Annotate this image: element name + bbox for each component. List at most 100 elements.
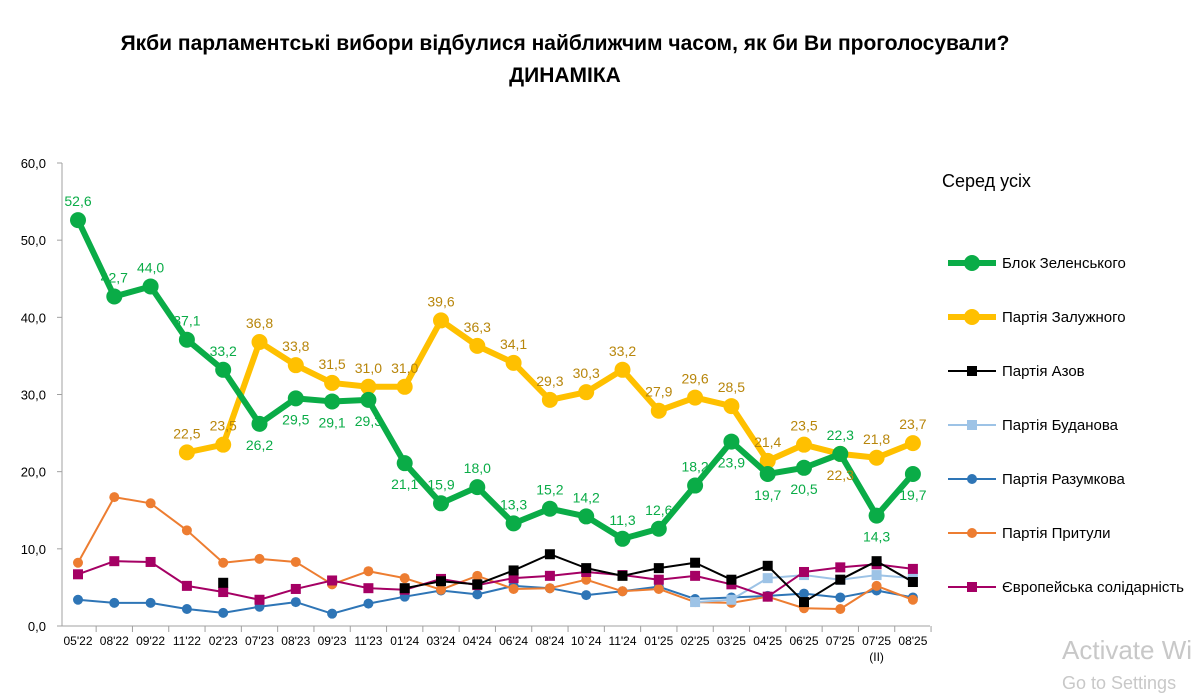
data-label: 22,5 xyxy=(173,425,200,441)
y-tick-label: 60,0 xyxy=(21,156,46,171)
data-label: 33,2 xyxy=(210,343,237,359)
data-point xyxy=(399,573,410,584)
data-point xyxy=(653,574,664,585)
legend-swatch-icon xyxy=(948,255,996,271)
chart-title: Якби парламентські вибори відбулися найб… xyxy=(120,32,1010,55)
data-label: 22,3 xyxy=(827,467,854,483)
legend-label: Партія Притули xyxy=(1002,524,1111,542)
data-label: 18,0 xyxy=(464,460,491,476)
x-tick-label: 11'24 xyxy=(608,634,636,648)
x-tick-label: 11'22 xyxy=(173,634,201,648)
x-tick-sublabel: (ІІ) xyxy=(869,650,884,664)
data-point xyxy=(508,573,519,584)
legend-label: Партія Буданова xyxy=(1002,416,1119,434)
x-tick-label: 08'23 xyxy=(281,634,310,648)
data-point xyxy=(360,391,377,408)
x-tick-label: 02'23 xyxy=(209,634,238,648)
data-point xyxy=(109,556,120,567)
data-point xyxy=(544,583,555,594)
data-point xyxy=(835,574,846,585)
legend-swatch-icon xyxy=(948,420,996,430)
x-tick-label: 06'24 xyxy=(499,634,528,648)
data-point xyxy=(218,577,229,588)
data-point xyxy=(396,378,413,395)
data-point xyxy=(218,587,229,598)
data-point xyxy=(181,604,192,615)
data-point xyxy=(762,560,773,571)
data-label: 30,3 xyxy=(573,365,600,381)
data-label: 15,2 xyxy=(536,482,563,498)
data-point xyxy=(290,556,301,567)
legend-item: Блок Зеленського xyxy=(948,253,1126,273)
x-tick-label: 01'25 xyxy=(644,634,673,648)
data-point xyxy=(617,570,628,581)
data-point xyxy=(254,553,265,564)
data-point xyxy=(904,465,921,482)
data-point xyxy=(363,566,374,577)
data-point xyxy=(871,556,882,567)
data-label: 13,3 xyxy=(500,496,527,512)
data-point xyxy=(581,574,592,585)
data-point xyxy=(178,444,195,461)
data-point xyxy=(73,594,83,605)
data-point xyxy=(907,563,918,574)
data-point xyxy=(363,583,374,594)
data-point xyxy=(799,566,809,577)
data-point xyxy=(399,583,410,594)
data-label: 33,8 xyxy=(282,338,309,354)
data-point xyxy=(508,565,519,576)
data-label: 23,9 xyxy=(718,455,745,471)
legend-label: Блок Зеленського xyxy=(1002,254,1126,272)
data-point xyxy=(106,288,123,305)
data-label: 15,9 xyxy=(427,476,454,492)
x-tick-label: 05'22 xyxy=(64,634,93,648)
data-label: 29,6 xyxy=(681,371,708,387)
series-line-0 xyxy=(75,218,916,542)
y-tick-label: 30,0 xyxy=(21,388,46,403)
data-point xyxy=(726,594,737,605)
data-label: 23,7 xyxy=(899,416,926,432)
data-point xyxy=(433,495,449,512)
data-point xyxy=(472,570,483,581)
x-tick-label: 06'25 xyxy=(790,634,819,648)
data-point xyxy=(142,278,159,295)
data-label: 26,2 xyxy=(246,437,273,453)
data-point xyxy=(178,331,195,348)
data-point xyxy=(145,556,156,567)
data-point xyxy=(472,579,483,590)
data-point xyxy=(581,590,592,601)
data-point xyxy=(904,435,921,452)
x-tick-label: 08'25 xyxy=(898,634,927,648)
x-tick-label: 09'23 xyxy=(318,634,347,648)
data-point xyxy=(218,607,229,618)
data-point xyxy=(868,449,885,466)
data-point xyxy=(290,583,301,594)
x-tick-label: 07'25 xyxy=(862,634,891,648)
data-point xyxy=(650,402,667,419)
legend-item: Партія Притули xyxy=(948,523,1110,543)
data-label: 34,1 xyxy=(500,336,527,352)
data-label: 19,7 xyxy=(899,487,926,503)
data-point xyxy=(796,459,812,476)
data-point xyxy=(181,580,192,591)
y-tick-label: 50,0 xyxy=(21,233,46,248)
data-point xyxy=(145,498,156,509)
x-tick-label: 08'24 xyxy=(535,634,564,648)
data-point xyxy=(541,500,558,517)
legend-swatch-icon xyxy=(948,309,996,325)
data-label: 28,5 xyxy=(718,379,745,395)
y-tick-label: 40,0 xyxy=(21,310,46,325)
data-point xyxy=(871,580,882,591)
data-label: 18,2 xyxy=(681,459,708,475)
x-tick-label: 07'25 xyxy=(826,634,855,648)
data-point xyxy=(109,597,120,608)
data-point xyxy=(508,583,519,594)
data-point xyxy=(762,573,773,584)
data-point xyxy=(109,492,120,503)
watermark-line1: Activate Windows xyxy=(1062,635,1193,665)
legend-item: Партія Буданова xyxy=(948,415,1118,435)
x-tick-label: 04'24 xyxy=(463,634,492,648)
data-label: 21,8 xyxy=(863,431,890,447)
series-line-5 xyxy=(77,496,914,611)
